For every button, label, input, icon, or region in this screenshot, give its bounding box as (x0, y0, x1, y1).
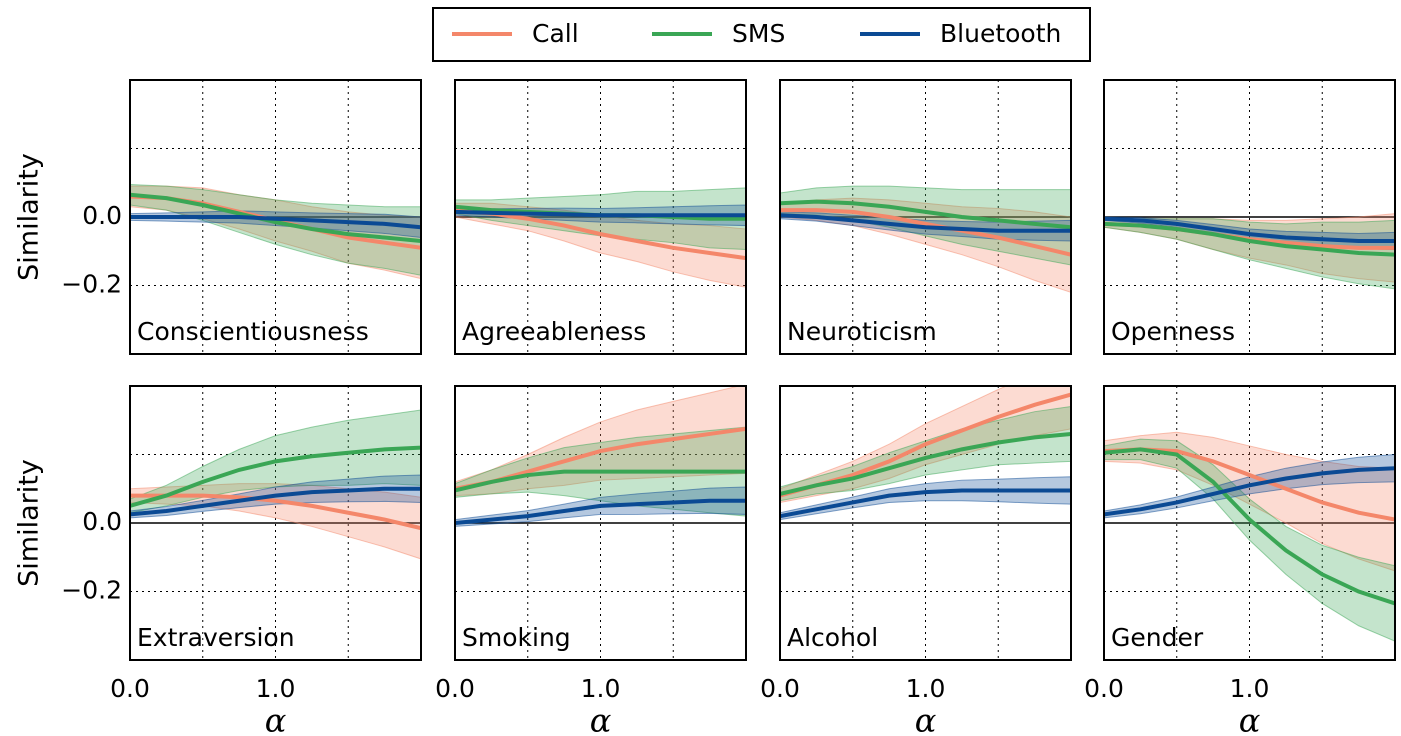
panel-title: Gender (1111, 623, 1204, 652)
series-line (780, 213, 1071, 233)
series-line (130, 486, 421, 517)
plot-area (1104, 213, 1395, 290)
series-line (455, 208, 746, 261)
error-band (780, 476, 1071, 521)
panel-frame (129, 79, 422, 355)
y-tick-label: 0.0 (82, 201, 122, 230)
x-tick-label: 1.0 (906, 674, 946, 703)
x-axis-label: α (1239, 702, 1261, 736)
panel-title: Neuroticism (787, 317, 937, 346)
series-line (780, 199, 1071, 230)
panel-title: Extraversion (137, 623, 295, 652)
plot-area (130, 409, 421, 560)
panel-frame (454, 79, 747, 355)
x-tick-label: 1.0 (581, 674, 621, 703)
series-line (780, 208, 1071, 257)
series-line (1104, 221, 1395, 257)
panel-frame (779, 385, 1072, 661)
y-tick-label: −0.2 (61, 270, 122, 299)
series-line (780, 488, 1071, 519)
x-axis-label: α (915, 702, 937, 736)
legend-label: SMS (732, 19, 785, 48)
legend-box (432, 7, 1091, 62)
y-tick-label: −0.2 (61, 576, 122, 605)
x-tick-label: 0.0 (760, 674, 800, 703)
series-line (1104, 447, 1395, 606)
series-line (130, 192, 421, 243)
panel-frame (129, 385, 422, 661)
panel-title: Agreeableness (462, 317, 646, 346)
series-line (130, 445, 421, 508)
panel-title: Smoking (462, 623, 571, 652)
panel-title: Conscientiousness (137, 317, 369, 346)
series-line (455, 469, 746, 493)
panel-frame (1103, 79, 1396, 355)
y-axis-label: Similarity (14, 459, 45, 587)
series-line (1104, 216, 1395, 243)
panel-frame (779, 79, 1072, 355)
series-line (1104, 466, 1395, 517)
x-tick-label: 0.0 (1084, 674, 1124, 703)
x-tick-label: 1.0 (256, 674, 296, 703)
plot-area (780, 185, 1071, 293)
plot-area (1104, 431, 1395, 642)
error-band (455, 187, 746, 251)
panel-title: Alcohol (787, 623, 878, 652)
series-line (130, 493, 421, 531)
series-line (455, 209, 746, 218)
plot-area (130, 183, 421, 280)
x-tick-label: 0.0 (110, 674, 150, 703)
error-band (1104, 438, 1395, 642)
plot-area (455, 386, 746, 527)
y-tick-label: 0.0 (82, 507, 122, 536)
panel-frame (454, 385, 747, 661)
y-axis-label: Similarity (14, 153, 45, 281)
error-band (1104, 218, 1395, 290)
panel-frame (1103, 385, 1396, 661)
error-band (455, 386, 746, 497)
x-axis-label: α (265, 702, 287, 736)
x-axis-label: α (590, 702, 612, 736)
x-tick-label: 0.0 (435, 674, 475, 703)
legend-label: Bluetooth (940, 19, 1061, 48)
series-line (130, 215, 421, 230)
legend-label: Call (532, 19, 579, 48)
x-tick-label: 1.0 (1230, 674, 1270, 703)
series-line (780, 431, 1071, 496)
error-band (130, 183, 421, 276)
series-line (455, 498, 746, 525)
plot-area (780, 386, 1071, 521)
plot-area (455, 187, 746, 288)
panel-title: Openness (1111, 317, 1235, 346)
error-band (1104, 431, 1395, 572)
